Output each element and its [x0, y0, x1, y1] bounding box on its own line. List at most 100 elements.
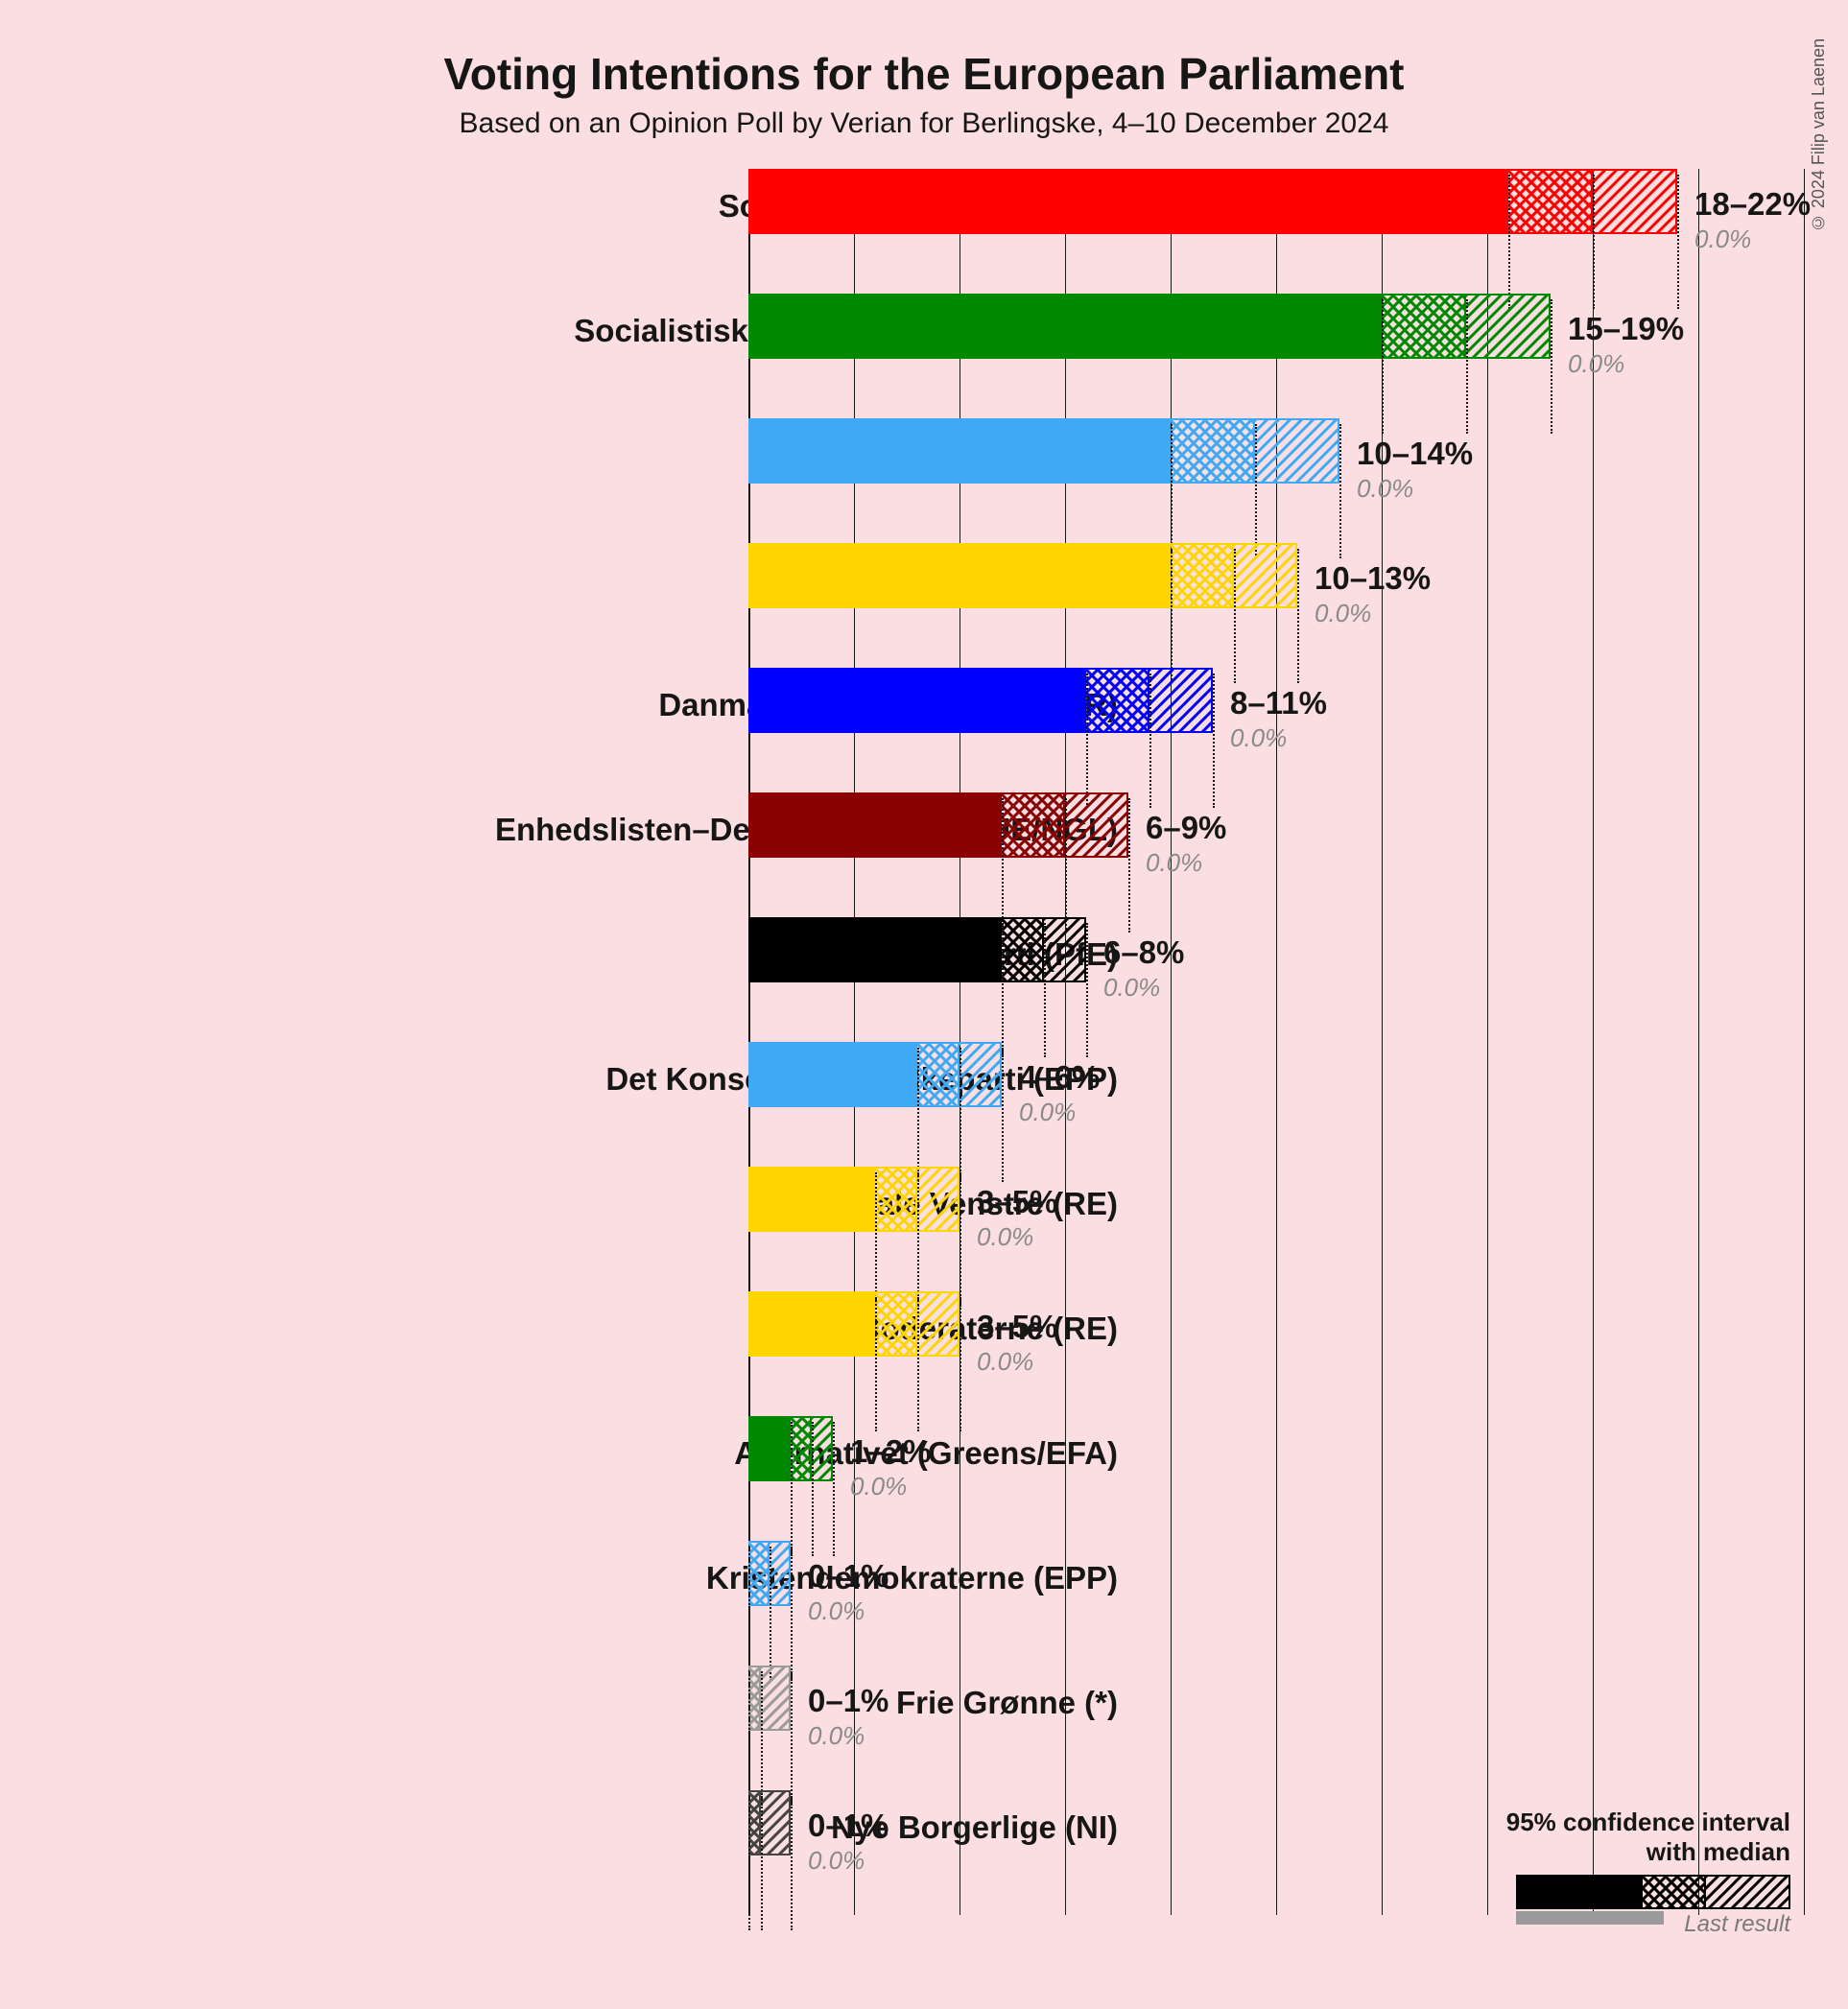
bar-chart: Socialdemokraterne (S&D)18–22%0.0%Social…	[748, 169, 1804, 1915]
ci-marker	[1677, 175, 1679, 309]
bar-ci-upper	[770, 1541, 791, 1606]
last-result-label: 0.0%	[808, 1721, 865, 1751]
bar-solid	[748, 917, 1002, 982]
bar-ci-upper	[1044, 917, 1086, 982]
ci-marker	[1382, 299, 1384, 434]
bar-solid	[748, 418, 1171, 484]
last-result-label: 0.0%	[1357, 474, 1413, 504]
ci-marker	[1086, 674, 1088, 808]
range-label: 18–22%	[1694, 186, 1811, 223]
last-result-label: 0.0%	[1694, 225, 1751, 254]
legend: 95% confidence interval with median Last…	[1445, 1808, 1790, 1932]
ci-marker	[1128, 798, 1130, 933]
ci-marker	[1551, 299, 1552, 434]
last-result-label: 0.0%	[1568, 349, 1624, 379]
bar-row: Frie Grønne (*)0–1%0.0%	[748, 1666, 1848, 1790]
bar-ci-lower	[1171, 543, 1234, 608]
bar-ci-upper	[1466, 294, 1551, 359]
bar-ci-upper	[917, 1291, 960, 1357]
bar-solid	[748, 1167, 875, 1232]
bar-ci-upper	[1255, 418, 1339, 484]
bar-row: Socialdemokraterne (S&D)18–22%0.0%	[748, 169, 1848, 294]
bar-row: Liberal Alliance (EPP)10–14%0.0%	[748, 418, 1848, 543]
legend-title-line1: 95% confidence interval	[1506, 1808, 1790, 1836]
bar-solid	[748, 668, 1086, 733]
legend-title: 95% confidence interval with median	[1445, 1808, 1790, 1867]
range-label: 4–6%	[1019, 1059, 1100, 1096]
ci-marker	[1171, 424, 1173, 558]
bar-row: Kristendemokraterne (EPP)0–1%0.0%	[748, 1541, 1848, 1666]
legend-last-label: Last result	[1684, 1911, 1790, 1938]
ci-marker	[917, 1172, 919, 1307]
bar-row: Socialistisk Folkeparti (Greens/EFA)15–1…	[748, 294, 1848, 418]
ci-marker	[875, 1172, 877, 1307]
last-result-label: 0.0%	[1315, 599, 1371, 628]
chart-title: Voting Intentions for the European Parli…	[58, 48, 1790, 100]
last-result-label: 0.0%	[808, 1846, 865, 1876]
bar-ci-upper	[812, 1416, 833, 1481]
ci-marker	[1065, 798, 1067, 933]
range-label: 6–9%	[1146, 810, 1226, 846]
ci-marker	[791, 1422, 793, 1556]
bar-ci-upper	[1149, 668, 1213, 733]
ci-marker	[812, 1422, 814, 1556]
bar-ci-upper	[761, 1790, 791, 1855]
ci-marker	[791, 1796, 793, 1930]
bar-ci-lower	[1382, 294, 1466, 359]
range-label: 0–1%	[808, 1808, 888, 1844]
plot-area: Socialdemokraterne (S&D)18–22%0.0%Social…	[748, 169, 1804, 1915]
bar-ci-lower	[791, 1416, 812, 1481]
last-result-label: 0.0%	[808, 1596, 865, 1626]
ci-marker	[770, 1547, 771, 1681]
bar-solid	[748, 294, 1382, 359]
ci-marker	[1002, 798, 1004, 933]
ci-marker	[917, 1048, 919, 1182]
ci-marker	[960, 1048, 961, 1182]
ci-marker	[1508, 175, 1510, 309]
bar-ci-lower	[1002, 917, 1044, 982]
ci-marker	[748, 1671, 750, 1806]
party-label: Frie Grønne (*)	[896, 1685, 1118, 1721]
ci-marker	[761, 1796, 763, 1930]
bar-row: Moderaterne (RE)3–5%0.0%	[748, 1291, 1848, 1416]
ci-marker	[917, 1297, 919, 1431]
ci-marker	[1466, 299, 1468, 434]
ci-marker	[748, 1547, 750, 1681]
bar-solid	[748, 543, 1171, 608]
ci-marker	[1044, 923, 1046, 1057]
last-result-label: 0.0%	[977, 1222, 1033, 1252]
ci-marker	[791, 1547, 793, 1681]
bar-row: Alternativet (Greens/EFA)1–2%0.0%	[748, 1416, 1848, 1541]
bar-solid	[748, 1042, 917, 1107]
chart-subtitle: Based on an Opinion Poll by Verian for B…	[58, 107, 1790, 140]
bar-row: Det Konservative Folkeparti (EPP)4–6%0.0…	[748, 1042, 1848, 1167]
bar-ci-upper	[1593, 169, 1677, 234]
bar-row: Venstre (RE)10–13%0.0%	[748, 543, 1848, 668]
bar-solid	[748, 792, 1002, 858]
range-label: 15–19%	[1568, 311, 1684, 347]
bar-row: Enhedslisten–De Rød-Grønne (GUE/NGL)6–9%…	[748, 792, 1848, 917]
bar-ci-lower	[1086, 668, 1149, 733]
legend-last-bar	[1516, 1911, 1664, 1925]
ci-marker	[1339, 424, 1341, 558]
bar-ci-lower	[1002, 792, 1065, 858]
ci-marker	[960, 1172, 961, 1307]
last-result-label: 0.0%	[1146, 848, 1202, 878]
bar-row: Dansk Folkeparti (PfE)6–8%0.0%	[748, 917, 1848, 1042]
bar-solid	[748, 1416, 791, 1481]
bar-ci-lower	[1171, 418, 1255, 484]
ci-marker	[1255, 424, 1257, 558]
range-label: 3–5%	[977, 1309, 1057, 1345]
bar-row: Danmarksdemokraterne (ECR)8–11%0.0%	[748, 668, 1848, 792]
ci-marker	[1002, 1048, 1004, 1182]
ci-marker	[1171, 549, 1173, 683]
range-label: 0–1%	[808, 1558, 888, 1595]
legend-bar-cross	[1643, 1875, 1706, 1909]
bar-solid	[748, 169, 1508, 234]
ci-marker	[1234, 549, 1236, 683]
range-label: 10–14%	[1357, 436, 1473, 472]
range-label: 8–11%	[1230, 685, 1327, 721]
legend-bar-solid	[1516, 1875, 1643, 1909]
ci-marker	[833, 1422, 835, 1556]
bar-ci-upper	[917, 1167, 960, 1232]
